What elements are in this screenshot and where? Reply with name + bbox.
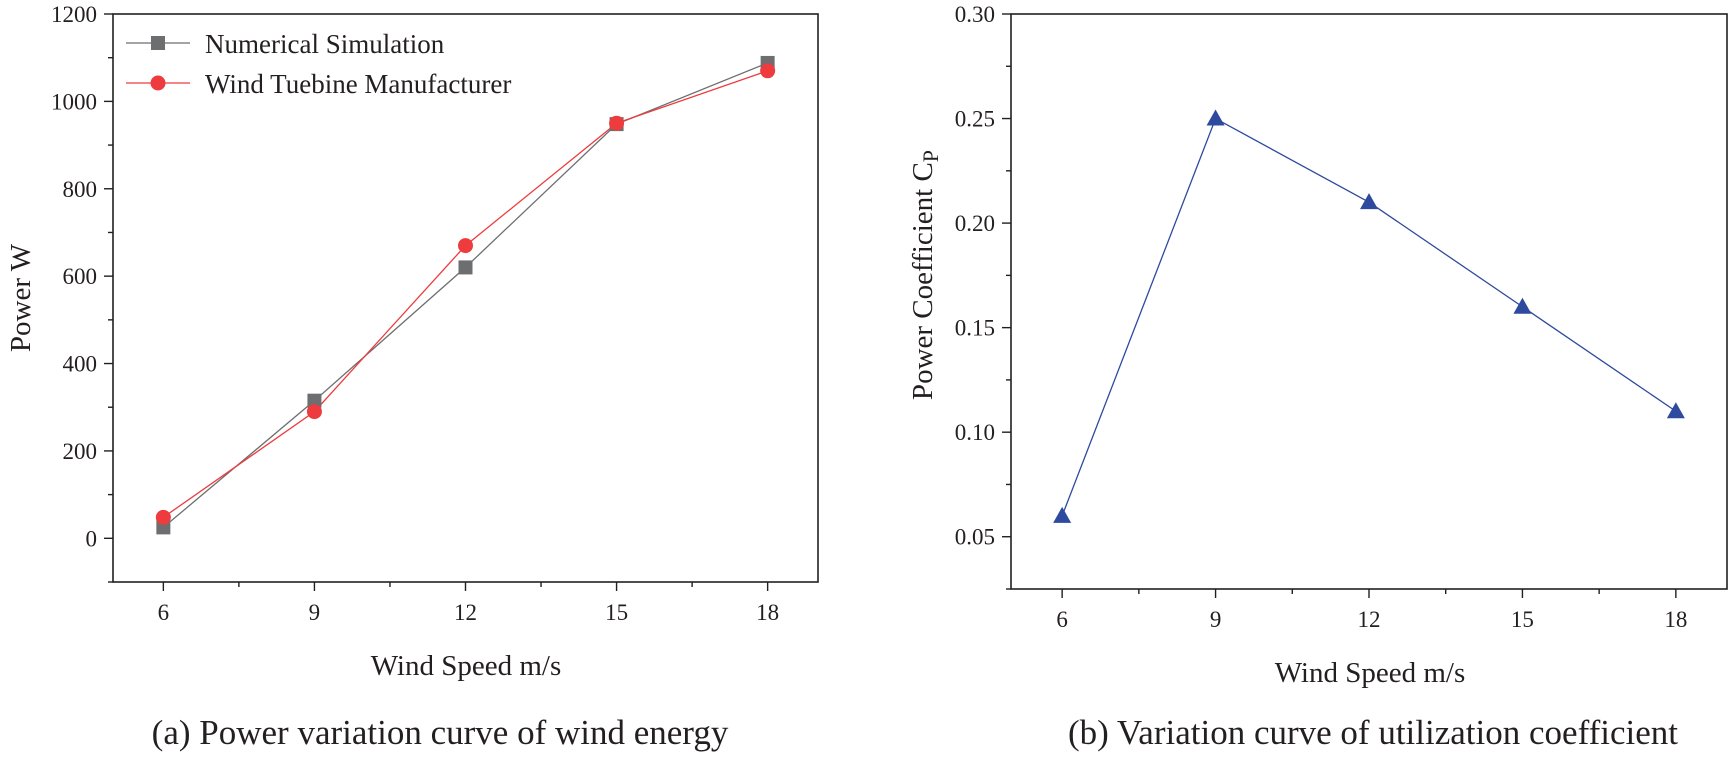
x-tick-label: 18 xyxy=(1664,607,1687,632)
x-tick-label: 15 xyxy=(1511,607,1534,632)
point-square-marker xyxy=(458,260,473,275)
y-axis: 0.05 0.10 0.15 0.20 0.25 0.30 xyxy=(955,2,1011,590)
x-tick-label: 9 xyxy=(1210,607,1222,632)
legend-marker-circle-icon xyxy=(150,75,166,91)
y-tick-label: 600 xyxy=(63,264,98,289)
series-markers xyxy=(1053,109,1685,523)
legend-label-numerical: Numerical Simulation xyxy=(205,29,445,59)
x-axis-title: Wind Speed m/s xyxy=(1275,657,1466,689)
y-tick-label: 0.20 xyxy=(955,211,995,236)
series-line-1 xyxy=(162,70,768,518)
legend: Numerical Simulation Wind Tuebine Manufa… xyxy=(126,29,511,99)
series-markers xyxy=(155,55,776,535)
series-line-0 xyxy=(1061,117,1677,517)
caption-b: (b) Variation curve of utilization coeff… xyxy=(1068,713,1678,752)
y-tick-label: 0.30 xyxy=(955,2,995,27)
chart-power-coefficient: 0.05 0.10 0.15 0.20 0.25 0.30 6 9 12 15 18 Wind S… xyxy=(907,2,1728,752)
legend-label-manufacturer: Wind Tuebine Manufacturer xyxy=(205,69,511,99)
point-triangle-marker xyxy=(1053,506,1072,523)
y-tick-label: 1000 xyxy=(51,89,97,114)
y-tick-label: 800 xyxy=(63,177,98,202)
series-line-0 xyxy=(162,62,768,528)
x-axis-title: Wind Speed m/s xyxy=(371,650,562,682)
y-axis-title: Power W xyxy=(5,243,37,352)
y-tick-label: 1200 xyxy=(51,2,97,27)
x-tick-label: 12 xyxy=(1358,607,1381,632)
x-tick-label: 15 xyxy=(605,600,628,625)
y-tick-label: 200 xyxy=(63,439,98,464)
series-lines xyxy=(162,62,768,528)
x-tick-label: 6 xyxy=(158,600,170,625)
y-axis-title-main: Power Coefficient C xyxy=(907,162,939,400)
point-circle-marker xyxy=(306,404,322,420)
point-circle-marker xyxy=(760,63,776,79)
point-triangle-marker xyxy=(1513,297,1532,314)
x-axis: 6 9 12 15 18 xyxy=(1056,589,1687,632)
x-tick-label: 12 xyxy=(454,600,477,625)
plot-frame xyxy=(1010,13,1728,590)
y-axis-title-subscript: P xyxy=(918,150,943,162)
point-square-marker xyxy=(307,393,322,408)
chart-power-variation: 0 200 400 600 800 1000 1200 6 9 12 15 18 Numerical… xyxy=(5,2,819,752)
y-axis: 0 200 400 600 800 1000 1200 xyxy=(51,2,113,583)
series-lines xyxy=(1061,117,1677,517)
y-axis-title: Power Coefficient CP xyxy=(907,150,943,400)
x-tick-label: 9 xyxy=(309,600,321,625)
point-circle-marker xyxy=(609,115,625,131)
y-tick-label: 400 xyxy=(63,352,98,377)
point-circle-marker xyxy=(155,509,171,525)
plot-frame xyxy=(112,13,819,583)
point-triangle-marker xyxy=(1666,402,1685,419)
y-tick-label: 0 xyxy=(86,526,98,551)
y-tick-label: 0.25 xyxy=(955,107,995,132)
point-circle-marker xyxy=(458,238,473,254)
legend-marker-square-icon xyxy=(151,36,165,50)
point-triangle-marker xyxy=(1206,109,1225,126)
x-axis: 6 9 12 15 18 xyxy=(158,582,779,625)
y-tick-label: 0.05 xyxy=(955,525,995,550)
x-tick-label: 6 xyxy=(1056,607,1068,632)
y-tick-label: 0.15 xyxy=(955,316,995,341)
x-tick-label: 18 xyxy=(756,600,779,625)
point-triangle-marker xyxy=(1360,193,1378,210)
y-tick-label: 0.10 xyxy=(955,420,995,445)
caption-a: (a) Power variation curve of wind energy xyxy=(152,713,729,752)
